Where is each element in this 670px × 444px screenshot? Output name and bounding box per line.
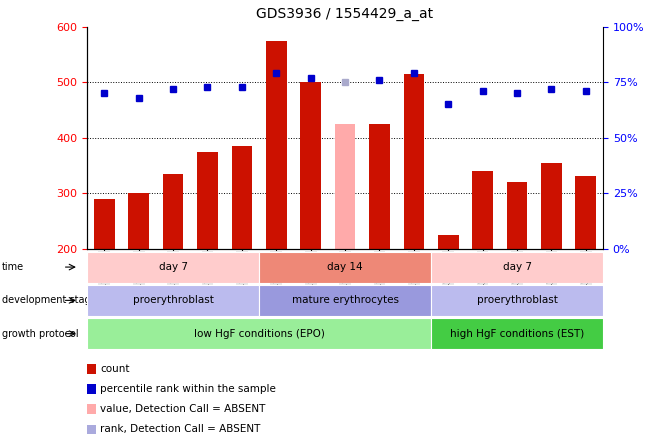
Title: GDS3936 / 1554429_a_at: GDS3936 / 1554429_a_at	[257, 8, 433, 21]
Bar	[94, 199, 115, 249]
Bar	[259, 285, 431, 316]
Bar	[259, 251, 431, 283]
Bar	[87, 384, 96, 394]
Text: mature erythrocytes: mature erythrocytes	[291, 295, 399, 305]
Text: proerythroblast: proerythroblast	[133, 295, 214, 305]
Text: day 7: day 7	[159, 262, 188, 272]
Bar	[266, 40, 287, 249]
Bar	[232, 146, 252, 249]
Text: development stage: development stage	[1, 295, 96, 305]
Bar	[87, 424, 96, 434]
Bar	[129, 193, 149, 249]
Text: value, Detection Call = ABSENT: value, Detection Call = ABSENT	[100, 404, 265, 414]
Bar	[87, 364, 96, 374]
Bar	[541, 163, 561, 249]
Bar	[335, 124, 355, 249]
Bar	[300, 82, 321, 249]
Text: time: time	[1, 262, 23, 272]
Text: count: count	[100, 364, 129, 374]
Text: percentile rank within the sample: percentile rank within the sample	[100, 384, 276, 394]
Bar	[507, 182, 527, 249]
Text: low HgF conditions (EPO): low HgF conditions (EPO)	[194, 329, 324, 339]
Bar	[87, 285, 259, 316]
Bar	[431, 318, 603, 349]
Bar	[472, 171, 493, 249]
Bar	[431, 251, 603, 283]
Bar	[163, 174, 184, 249]
Text: growth protocol: growth protocol	[1, 329, 78, 339]
Bar	[431, 285, 603, 316]
Bar	[369, 124, 390, 249]
Text: high HgF conditions (EST): high HgF conditions (EST)	[450, 329, 584, 339]
Text: proerythroblast: proerythroblast	[476, 295, 557, 305]
Text: day 14: day 14	[327, 262, 363, 272]
Bar	[87, 404, 96, 414]
Bar	[403, 74, 424, 249]
Bar	[576, 177, 596, 249]
Text: rank, Detection Call = ABSENT: rank, Detection Call = ABSENT	[100, 424, 261, 435]
Bar	[87, 318, 431, 349]
Bar	[197, 151, 218, 249]
Bar	[87, 251, 259, 283]
Bar	[438, 235, 458, 249]
Text: day 7: day 7	[502, 262, 531, 272]
